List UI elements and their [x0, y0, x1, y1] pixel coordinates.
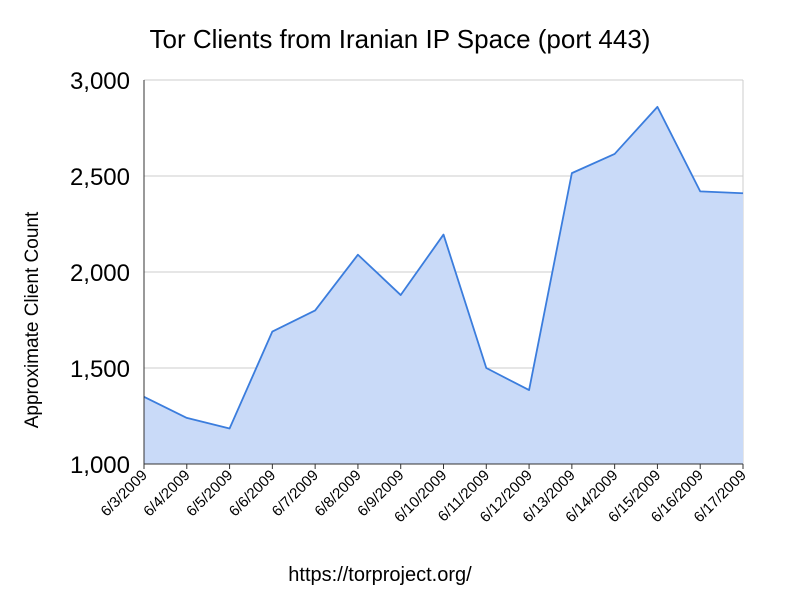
y-tick-label-0: 1,000: [70, 452, 130, 479]
y-tick-label-4: 3,000: [70, 68, 130, 95]
y-tick-label-3: 2,500: [70, 164, 130, 191]
y-tick-labels: 1,000 1,500 2,000 2,500 3,000: [70, 68, 130, 479]
area-series: [143, 105, 744, 464]
y-tick-label-1: 1,500: [70, 356, 130, 383]
chart-title: Tor Clients from Iranian IP Space (port …: [150, 24, 651, 54]
area-fill: [144, 106, 743, 464]
x-tick-label-3: 6/6/2009: [226, 467, 279, 520]
x-tick-label-4: 6/7/2009: [269, 467, 322, 520]
x-tick-label-2: 6/5/2009: [183, 467, 236, 520]
x-tick-label-5: 6/8/2009: [311, 467, 364, 520]
x-tick-labels: 6/3/20096/4/20096/5/20096/6/20096/7/2009…: [98, 467, 750, 526]
x-tick-label-1: 6/4/2009: [140, 467, 193, 520]
y-axis-label: Approximate Client Count: [22, 211, 43, 428]
axes: [143, 80, 744, 469]
source-url: https://torproject.org/: [288, 564, 472, 586]
y-tick-label-2: 2,000: [70, 260, 130, 287]
